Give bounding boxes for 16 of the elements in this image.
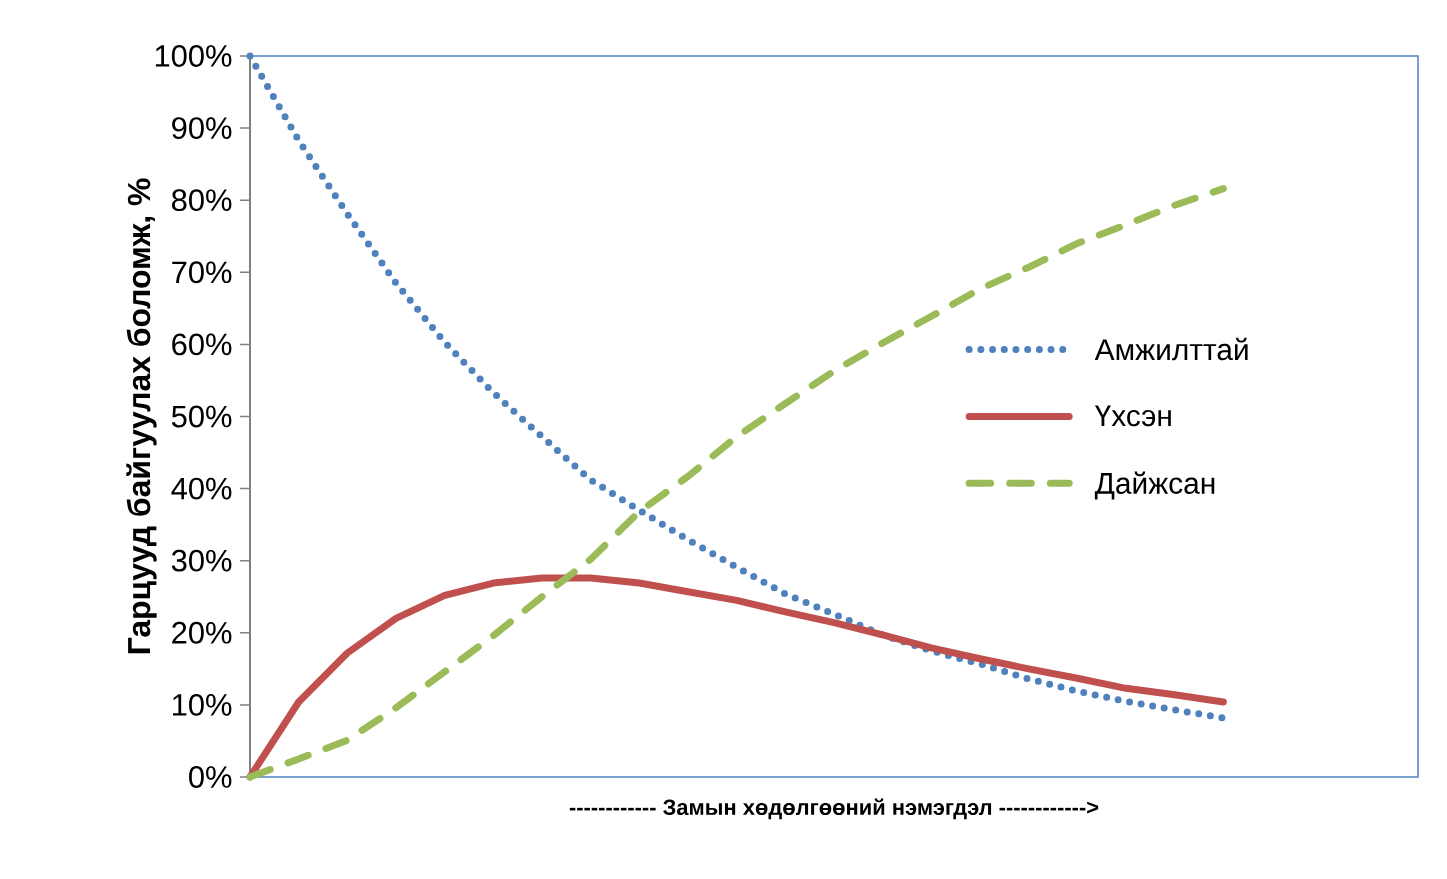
y-tick-label: 80% — [172, 189, 232, 212]
y-tick-label: 100% — [155, 45, 232, 67]
y-tick-label: 0% — [189, 766, 232, 788]
y-tick-label: 50% — [171, 405, 232, 428]
y-tick-label: 20% — [172, 621, 232, 644]
y-tick-label: 90% — [172, 117, 232, 140]
legend-label: Үхсэн — [1094, 405, 1171, 427]
legend-label: Амжилттай — [1094, 337, 1248, 361]
x-axis-title: ------------ Замын хөдөлгөөний нэмэгдэл ------------> — [569, 798, 1099, 820]
y-tick-label: 70% — [172, 261, 232, 284]
y-tick-label: 40% — [171, 477, 232, 500]
y-tick-label: 30% — [171, 549, 232, 572]
legend-label: Дайжсан — [1094, 471, 1215, 500]
y-tick-label: 60% — [172, 333, 232, 356]
y-tick-label: 10% — [173, 693, 232, 716]
y-axis-title: Гарцууд байгуулах боломж, % — [126, 178, 157, 654]
